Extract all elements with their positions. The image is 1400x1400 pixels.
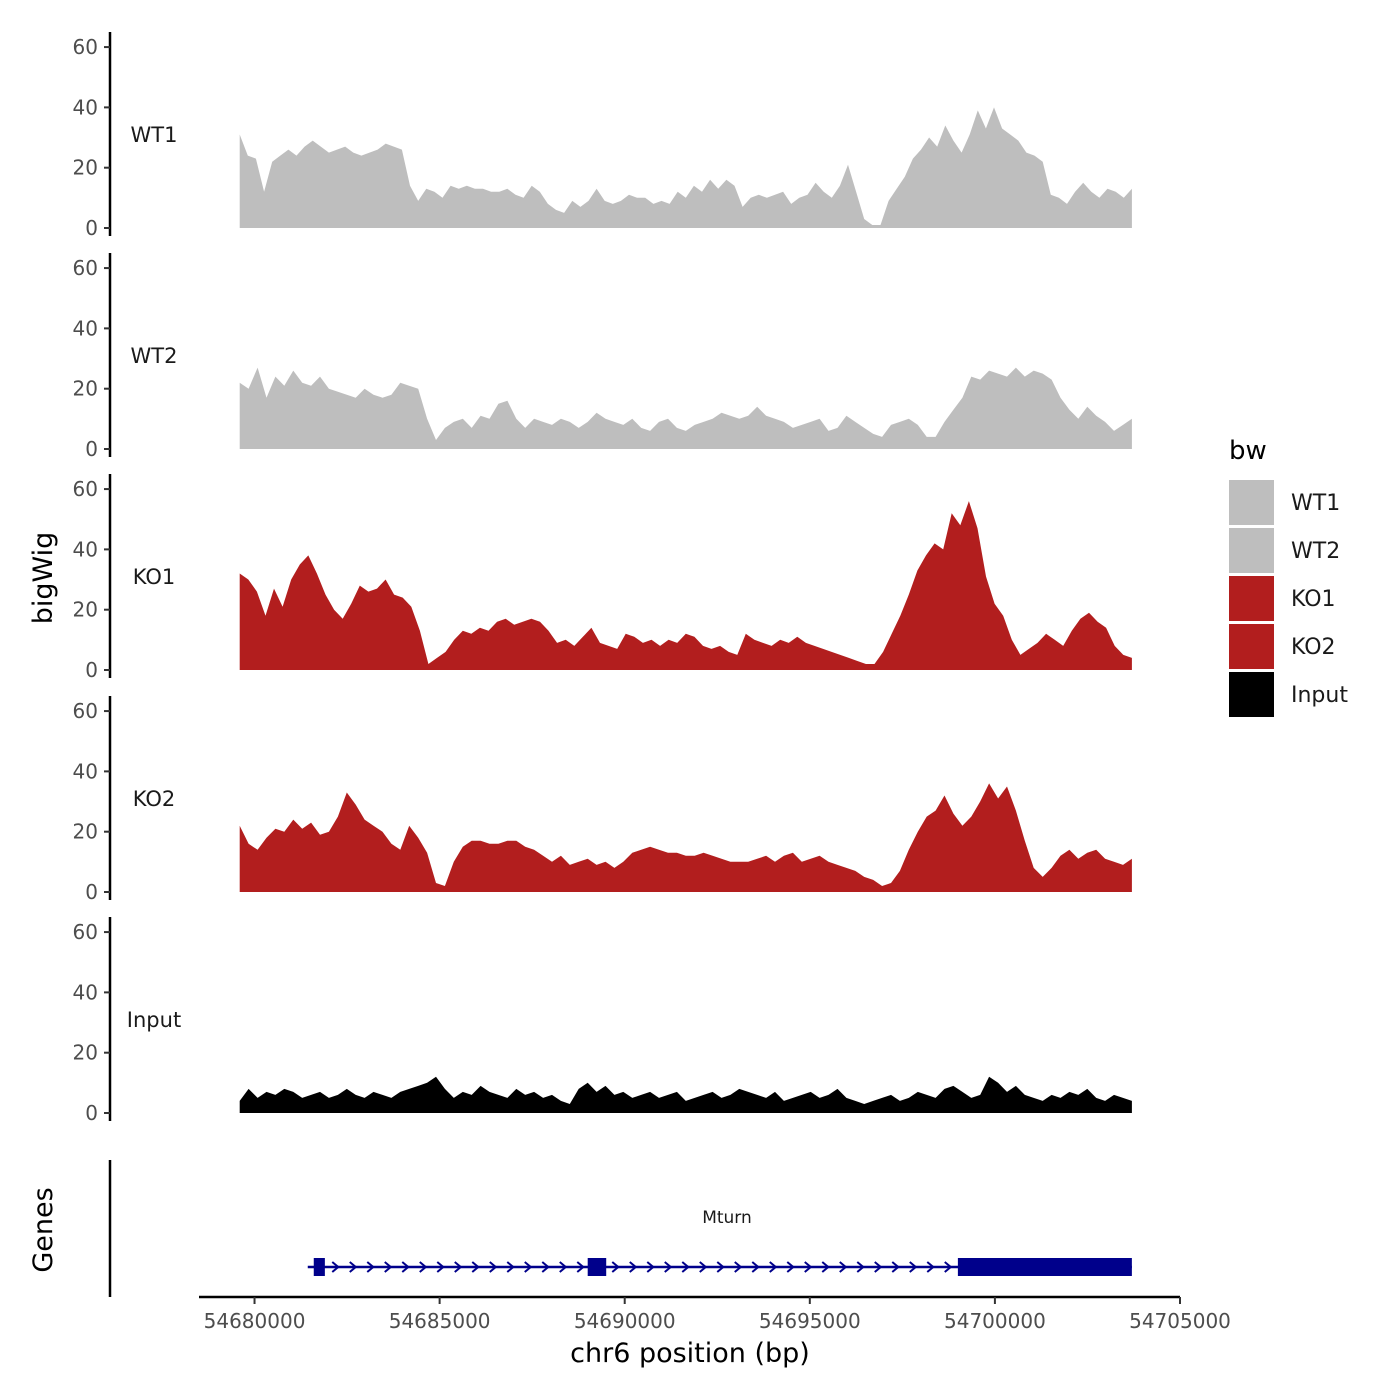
y-tick-label: 20	[73, 598, 98, 622]
track-label: WT1	[131, 123, 178, 147]
strand-arrow	[699, 1261, 708, 1273]
y-tick-label: 0	[85, 1101, 98, 1125]
track-label: KO1	[133, 565, 176, 589]
strand-arrow	[839, 1261, 848, 1273]
strand-arrow	[454, 1261, 463, 1273]
strand-arrow	[786, 1261, 795, 1273]
strand-arrow	[769, 1261, 778, 1273]
track-label: KO2	[133, 787, 176, 811]
strand-arrow	[471, 1261, 480, 1273]
strand-arrow	[576, 1261, 585, 1273]
legend-key	[1229, 576, 1274, 621]
area-wt2	[239, 367, 1132, 449]
y-tick-label: 20	[73, 156, 98, 180]
strand-arrow	[734, 1261, 743, 1273]
legend-key	[1229, 480, 1274, 525]
strand-arrow	[611, 1261, 620, 1273]
track-ko2: 0 20 40 60 KO2	[73, 696, 1132, 904]
strand-arrow	[856, 1261, 865, 1273]
strand-arrow	[716, 1261, 725, 1273]
legend-key	[1229, 672, 1274, 717]
strand-arrow	[681, 1261, 690, 1273]
strand-arrow	[524, 1261, 533, 1273]
y-axis-title: bigWig	[28, 532, 59, 625]
y-tick-label: 0	[85, 216, 98, 240]
genes-panel-title: Genes	[28, 1187, 59, 1272]
gene-exon	[587, 1258, 607, 1276]
strand-arrow	[331, 1261, 340, 1273]
legend-title: bw	[1229, 436, 1267, 466]
strand-arrow	[629, 1261, 638, 1273]
strand-arrow	[944, 1261, 953, 1273]
legend-label: KO2	[1291, 635, 1336, 660]
strand-arrow	[804, 1261, 813, 1273]
area-wt1	[239, 107, 1132, 228]
x-tick-label: 54685000	[389, 1309, 491, 1333]
gene-exon	[957, 1258, 1132, 1276]
x-tick-label: 54690000	[574, 1309, 676, 1333]
legend-label: WT1	[1291, 491, 1340, 516]
strand-arrow	[506, 1261, 515, 1273]
y-tick-label: 60	[73, 920, 98, 944]
legend-label: Input	[1291, 683, 1348, 708]
track-label: Input	[127, 1008, 181, 1032]
strand-arrow	[419, 1261, 428, 1273]
strand-arrow	[751, 1261, 760, 1273]
y-tick-label: 60	[73, 477, 98, 501]
y-tick-label: 60	[73, 35, 98, 59]
strand-arrow	[384, 1261, 393, 1273]
x-tick-label: 54695000	[759, 1309, 861, 1333]
y-tick-label: 60	[73, 256, 98, 280]
y-tick-label: 0	[85, 658, 98, 682]
x-tick-label: 54680000	[204, 1309, 306, 1333]
y-tick-label: 60	[73, 699, 98, 723]
x-tick-label: 54700000	[944, 1309, 1046, 1333]
y-tick-label: 40	[73, 95, 98, 119]
track-wt2: 0 20 40 60 WT2	[73, 253, 1132, 461]
y-tick-label: 40	[73, 537, 98, 561]
legend: bw WT1 WT2 KO1 KO2 Input	[1229, 436, 1348, 717]
track-ko1: 0 20 40 60 KO1	[73, 474, 1132, 682]
gene-exon	[313, 1258, 325, 1276]
x-axis: 54680000 54685000 54690000 54695000 54700000…	[199, 1295, 1231, 1333]
strand-arrow	[909, 1261, 918, 1273]
tracks: 0 20 40 60 WT1 0 20 40 60 WT2 0 20 40 60 KO1 0 20 40 60 KO2…	[73, 32, 1132, 1125]
strand-arrow	[436, 1261, 445, 1273]
strand-arrow	[349, 1261, 358, 1273]
gene-panel: Mturn	[108, 1160, 1132, 1297]
area-input	[239, 1076, 1132, 1113]
y-tick-label: 0	[85, 437, 98, 461]
y-tick-label: 20	[73, 377, 98, 401]
strand-arrow	[664, 1261, 673, 1273]
legend-label: WT2	[1291, 539, 1340, 564]
strand-arrow	[559, 1261, 568, 1273]
gene-name: Mturn	[702, 1208, 752, 1228]
strand-arrow	[926, 1261, 935, 1273]
y-tick-label: 20	[73, 1041, 98, 1065]
y-tick-label: 0	[85, 880, 98, 904]
strand-arrow	[821, 1261, 830, 1273]
track-wt1: 0 20 40 60 WT1	[73, 32, 1132, 240]
strand-arrow	[646, 1261, 655, 1273]
legend-label: KO1	[1291, 587, 1336, 612]
area-ko1	[239, 501, 1132, 670]
strand-arrow	[874, 1261, 883, 1273]
track-input: 0 20 40 60 Input	[73, 917, 1132, 1125]
y-tick-label: 20	[73, 820, 98, 844]
area-ko2	[239, 783, 1132, 892]
legend-key	[1229, 624, 1274, 669]
track-label: WT2	[131, 344, 178, 368]
strand-arrow	[489, 1261, 498, 1273]
y-tick-label: 40	[73, 316, 98, 340]
strand-arrow	[366, 1261, 375, 1273]
y-tick-label: 40	[73, 759, 98, 783]
legend-key	[1229, 528, 1274, 573]
strand-arrow	[891, 1261, 900, 1273]
x-axis-title: chr6 position (bp)	[570, 1338, 810, 1369]
strand-arrow	[401, 1261, 410, 1273]
y-tick-label: 40	[73, 980, 98, 1004]
strand-arrow	[541, 1261, 550, 1273]
x-tick-label: 54705000	[1129, 1309, 1231, 1333]
